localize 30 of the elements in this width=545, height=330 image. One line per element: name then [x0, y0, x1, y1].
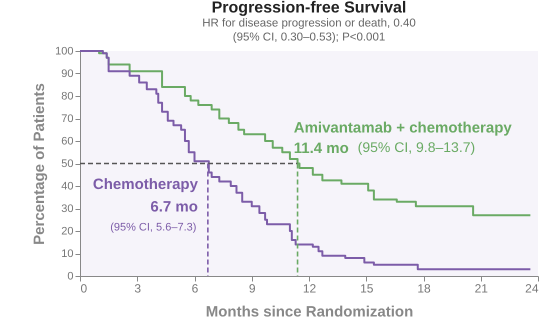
- y-tick-label: 20: [61, 226, 74, 238]
- annotation: 11.4 mo: [294, 140, 349, 157]
- annotation: (95% CI, 5.6–7.3): [110, 222, 196, 234]
- x-tick-label: 6: [192, 282, 199, 296]
- x-tick-label: 3: [134, 282, 142, 296]
- y-tick-label: 10: [61, 248, 74, 260]
- series-label: Amivantamab + chemotherapy: [294, 120, 512, 136]
- y-tick-label: 100: [55, 46, 74, 58]
- x-tick-label: 21: [474, 282, 488, 296]
- y-tick-label: 60: [61, 136, 74, 148]
- y-tick-label: 80: [61, 90, 74, 102]
- y-tick-label: 30: [61, 203, 74, 215]
- y-tick-label: 40: [61, 180, 74, 192]
- x-tick-label: 0: [80, 282, 88, 296]
- x-tick-label: 24: [525, 282, 539, 296]
- y-tick-label: 70: [61, 113, 74, 125]
- y-axis-title: Percentage of Patients: [31, 83, 48, 245]
- y-tick-label: 0: [67, 270, 74, 282]
- chart-subtitle: HR for disease progression or death, 0.40 (95% CI, 0.30–0.53); P<0.001: [202, 18, 416, 44]
- annotation: (95% CI, 9.8–13.7): [358, 138, 476, 155]
- annotation: 6.7 mo: [150, 198, 198, 216]
- y-tick-label: 90: [61, 68, 74, 80]
- x-tick-label: 12: [302, 282, 316, 296]
- x-axis-title: Months since Randomization: [206, 304, 414, 320]
- x-tick-label: 15: [360, 282, 374, 296]
- y-tick-label: 50: [61, 158, 74, 170]
- x-tick-label: 9: [248, 282, 256, 296]
- series-label: Chemotherapy: [92, 176, 199, 193]
- chart-title: Progression-free Survival: [212, 0, 406, 16]
- x-tick-label: 18: [417, 282, 431, 296]
